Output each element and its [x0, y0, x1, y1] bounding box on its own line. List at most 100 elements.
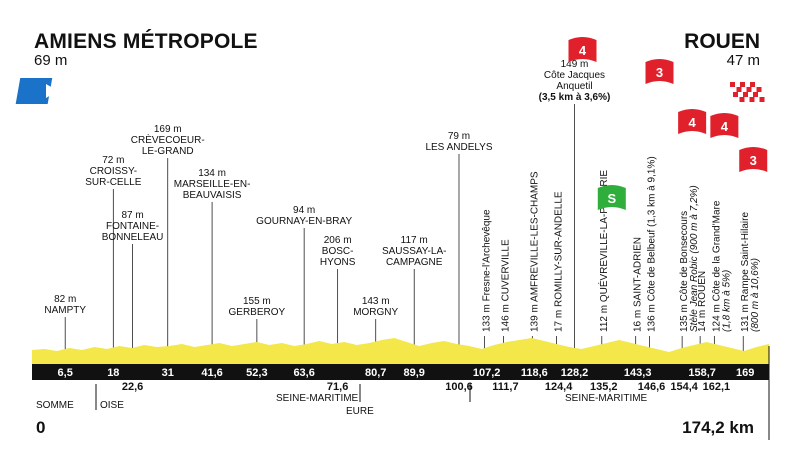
checker-square — [758, 92, 763, 97]
km-marker: 31 — [162, 367, 174, 379]
checker-square — [743, 92, 748, 97]
place-label: CAMPAGNE — [386, 257, 443, 268]
climb-category-flag-icon: 4 — [568, 37, 597, 62]
km-marker: 146,6 — [638, 381, 666, 393]
km-marker: 6,5 — [58, 367, 73, 379]
place-label: 139 m AMFREVILLE-LES-CHAMPS — [529, 171, 540, 332]
flag-label: 4 — [689, 115, 697, 130]
km-marker: 89,9 — [404, 367, 425, 379]
km-marker: 41,6 — [201, 367, 222, 379]
climb-category-flag-icon: 4 — [710, 113, 739, 138]
vertical-place-label: 16 m SAINT-ADRIEN — [633, 237, 644, 332]
place-label: HYONS — [320, 257, 356, 268]
place-label: 143 m — [362, 296, 390, 307]
km-marker: 111,7 — [492, 381, 518, 393]
vertical-place-label: 135 m Côte de Bonsecours Stèle Jean Robic… — [679, 185, 700, 332]
km-marker: 18 — [107, 367, 119, 379]
checker-square — [736, 87, 742, 92]
place-label: Anquetil — [556, 81, 592, 92]
place-label: 112 m QUÉVREVILLE-LA-POTERIE — [597, 170, 610, 332]
place-label: GOURNAY-EN-BRAY — [256, 216, 352, 227]
finish-flag-icon — [730, 82, 765, 102]
place-label: NAMPTY — [44, 305, 86, 316]
km-marker: 135,2 — [590, 381, 618, 393]
flag-label: 4 — [579, 43, 587, 58]
place-label: 149 m — [561, 59, 589, 70]
flag-shape — [710, 113, 739, 138]
vertical-place-label: 131 m Rampe Saint-Hilaire (800 m à 10,6%) — [740, 212, 761, 332]
vertical-place-label: 14 m ROUEN — [697, 271, 708, 332]
flag-label: 3 — [656, 65, 663, 80]
place-label: 82 m — [54, 294, 76, 305]
place-label: BOSC- — [322, 246, 354, 257]
dept-seine-maritime-1: SEINE-MARITIME — [276, 393, 359, 404]
start-city-name: AMIENS MÉTROPOLE — [34, 30, 258, 53]
place-label: CROISSY- — [90, 166, 137, 177]
place-label: LES ANDELYS — [425, 142, 492, 153]
checker-square — [741, 87, 747, 92]
place-label: CRÈVECOEUR- — [131, 133, 205, 146]
place-label: 155 m — [243, 296, 271, 307]
climb-category-flag-icon: 3 — [645, 59, 674, 84]
checker-square — [753, 92, 758, 97]
km-marker: 22,6 — [122, 381, 143, 393]
start-altitude: 69 m — [34, 52, 68, 69]
checker-square — [730, 82, 735, 87]
vertical-place-label: 124 m Côte de la Grand'Mare (1,8 km à 5%) — [711, 200, 732, 332]
place-label: BONNELEAU — [102, 232, 164, 243]
km-marker: 124,4 — [545, 381, 573, 393]
km-marker: 162,1 — [703, 381, 731, 393]
km-marker: 100,6 — [445, 381, 473, 393]
place-label: 146 m CUVERVILLE — [500, 239, 511, 332]
place-label: MORGNY — [353, 307, 398, 318]
place-label: 94 m — [293, 205, 315, 216]
climb-detail: (3,5 km à 3,6%) — [539, 92, 611, 103]
start-km: 0 — [36, 418, 46, 437]
place-label: MARSEILLE-EN- — [174, 179, 251, 190]
checker-square — [756, 87, 762, 92]
vertical-place-label: 17 m ROMILLY-SUR-ANDELLE — [554, 191, 565, 332]
finish-km: 174,2 km — [682, 418, 754, 437]
checker-square — [738, 92, 743, 97]
place-label: 17 m ROMILLY-SUR-ANDELLE — [554, 191, 565, 332]
elevation-profile-area — [32, 338, 769, 364]
km-marker: 71,6 — [327, 381, 348, 393]
dept-somme: SOMME — [36, 400, 74, 411]
flag-shape — [678, 109, 707, 134]
dept-oise: OISE — [100, 400, 124, 411]
place-label: 134 m — [198, 168, 226, 179]
km-marker: 118,6 — [521, 367, 548, 379]
vertical-place-label: 133 m Fresne-l'Archevêque — [482, 209, 493, 332]
place-sublabel: (800 m à 10,6%) — [750, 258, 761, 332]
vertical-place-label: 146 m CUVERVILLE — [500, 239, 511, 332]
checker-square — [744, 97, 750, 102]
checker-square — [754, 97, 760, 102]
place-label: 131 m Rampe Saint-Hilaire — [740, 212, 751, 332]
place-label: GERBEROY — [229, 307, 286, 318]
checker-square — [733, 92, 738, 97]
checker-square — [735, 82, 740, 87]
km-marker: 80,7 — [365, 367, 386, 379]
checker-square — [750, 82, 755, 87]
place-label: 135 m Côte de Bonsecours — [679, 211, 690, 332]
km-marker: 107,2 — [473, 367, 501, 379]
place-label: SAUSSAY-LA- — [382, 246, 446, 257]
km-marker: 128,2 — [561, 367, 589, 379]
climb-category-flag-icon: 3 — [739, 147, 768, 172]
flag-shape — [739, 147, 768, 172]
km-marker: 154,4 — [670, 381, 698, 393]
place-label: SUR-CELLE — [85, 177, 141, 188]
place-label: 79 m — [448, 131, 470, 142]
checker-square — [745, 82, 750, 87]
checker-square — [751, 87, 757, 92]
place-label: 16 m SAINT-ADRIEN — [633, 237, 644, 332]
place-label: LE-GRAND — [142, 146, 194, 157]
finish-city-name: ROUEN — [684, 30, 760, 53]
km-marker: 143,3 — [624, 367, 652, 379]
place-sublabel: (1,8 km à 5%) — [721, 270, 732, 332]
checker-square — [746, 87, 752, 92]
flag-shape — [645, 59, 674, 84]
start-flag-icon — [15, 78, 58, 104]
